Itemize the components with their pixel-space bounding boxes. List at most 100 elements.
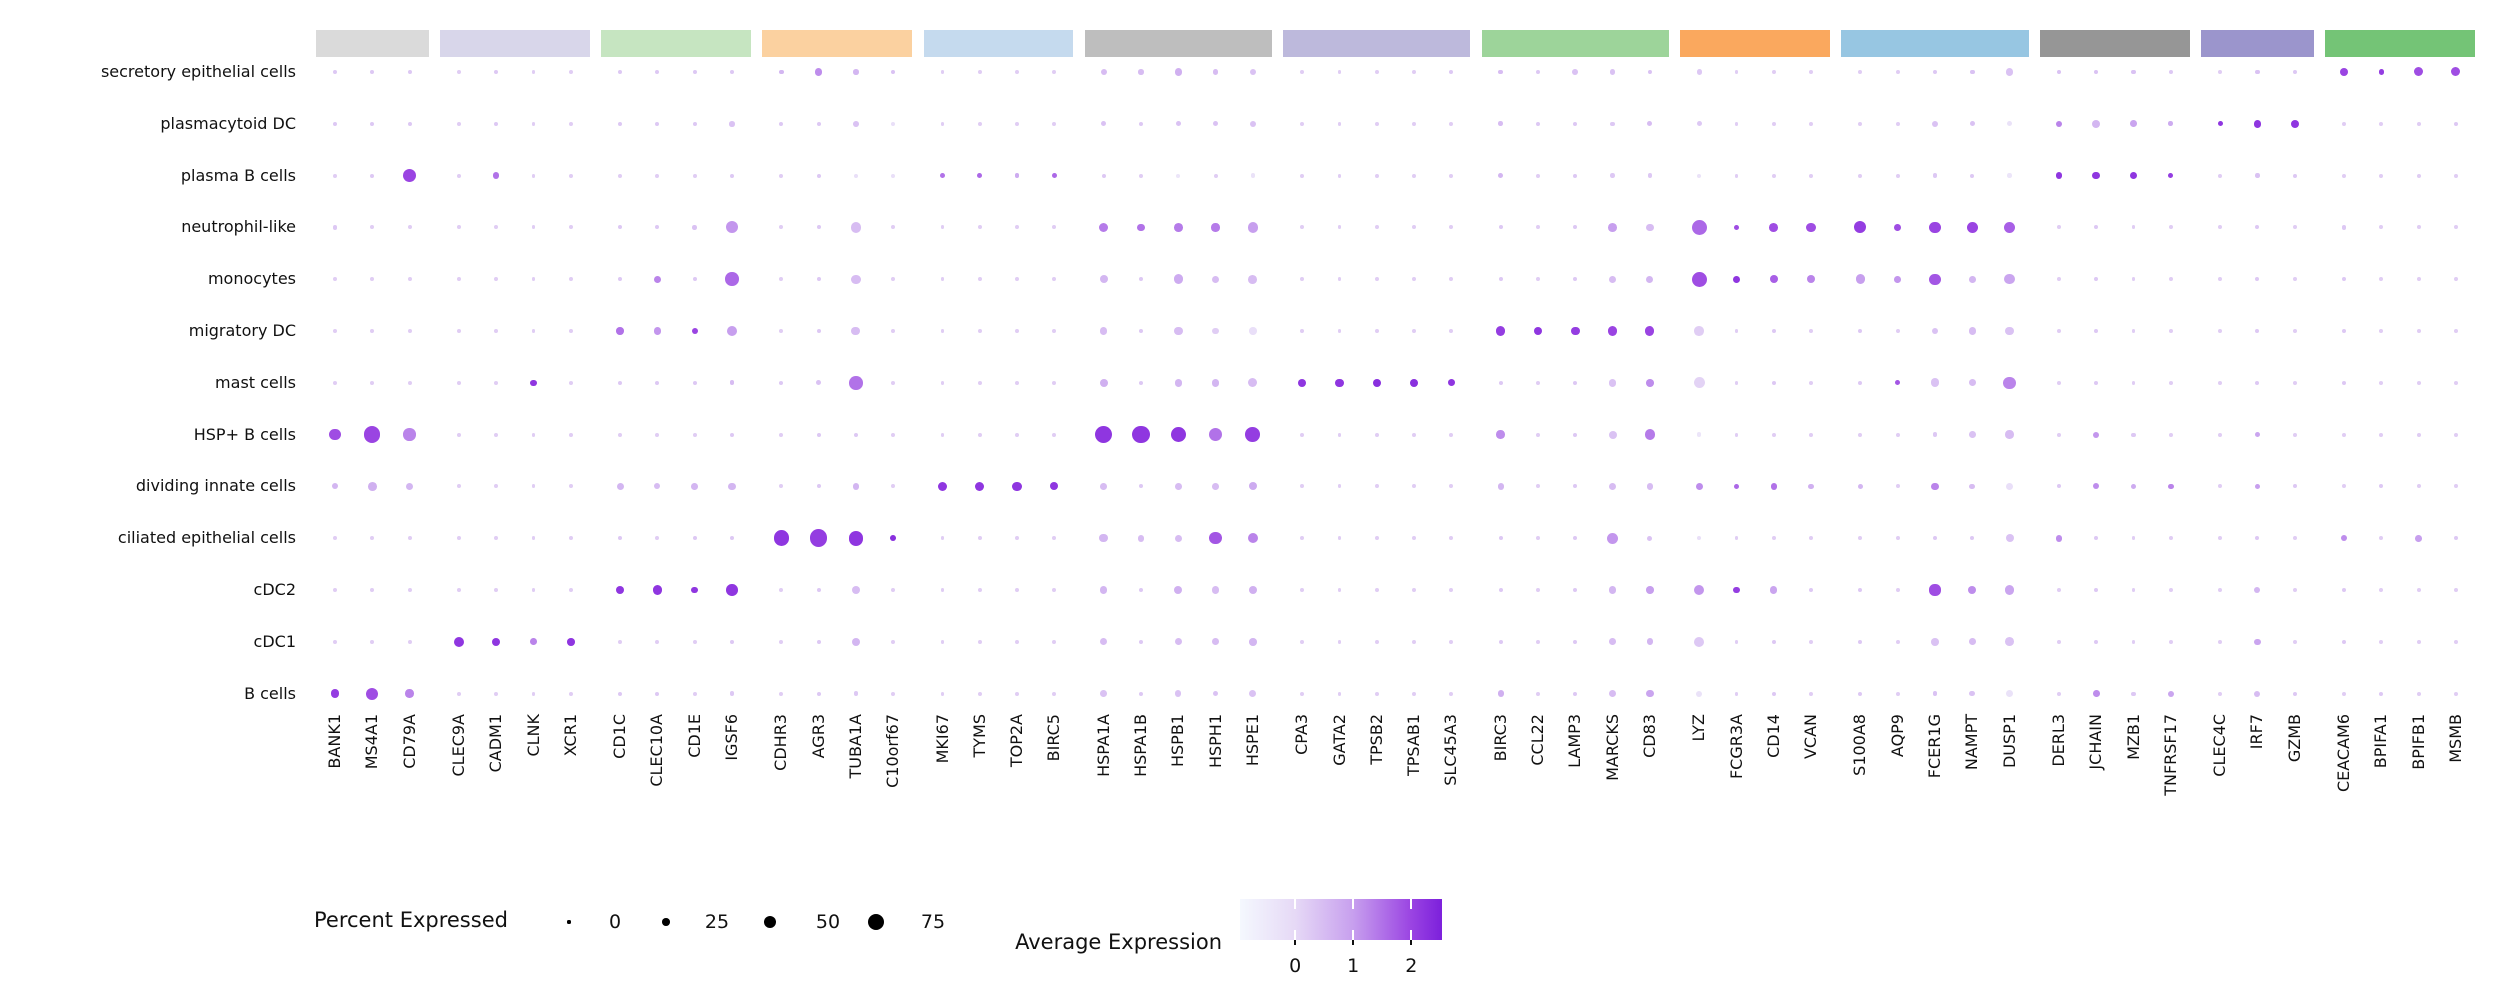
expression-dot [370,277,375,282]
expression-dot [1015,70,1020,74]
expression-dot [1858,173,1863,178]
expression-dot [1536,691,1540,696]
average-expression-colorbar [1240,899,1442,940]
expression-dot [456,588,461,592]
expression-dot [2453,639,2458,644]
expression-dot [2453,484,2458,489]
expression-dot [1809,432,1814,437]
expression-dot [1608,378,1617,387]
expression-dot [2218,432,2223,437]
expression-dot [2167,483,2174,490]
expression-dot [1929,273,1941,285]
expression-dot [1374,432,1379,437]
expression-dot [1052,277,1057,282]
expression-dot [692,380,697,385]
expression-dot [1212,586,1220,594]
expression-dot [1300,70,1305,74]
expression-dot [1734,432,1739,437]
gene-label: CD1C [610,714,630,759]
expression-dot [655,380,660,385]
expression-dot [1573,121,1578,126]
expression-dot [1496,430,1505,439]
gene-label: FCER1G [1925,714,1944,779]
expression-dot [1337,70,1342,74]
expression-dot [1929,221,1941,234]
expression-dot [531,70,536,74]
expression-dot [370,380,375,385]
colorbar-tick-label: 1 [1347,955,1360,977]
expression-dot [407,536,412,541]
expression-dot [2255,328,2260,334]
expression-dot [816,588,821,592]
expression-dot [853,691,859,696]
gene-label: CCL22 [1528,714,1547,766]
expression-dot [2416,329,2421,333]
expression-dot [816,484,821,489]
expression-dot [1212,69,1219,75]
expression-dot [1895,484,1900,489]
expression-dot [2092,690,2100,697]
expression-dot [1809,173,1814,178]
expression-dot [333,277,337,282]
expression-dot [407,225,412,230]
expression-dot [1536,225,1540,230]
expression-dot [2379,536,2384,541]
expression-dot [2056,691,2061,696]
expression-dot [851,274,861,284]
expression-dot [1374,639,1379,644]
expression-dot [2003,376,2016,389]
gene-group-bar-9 [1841,30,2029,57]
expression-dot [1968,379,1976,387]
expression-dot [1051,173,1057,179]
expression-dot [333,588,337,592]
expression-dot [1099,586,1108,594]
expression-dot [2416,380,2421,385]
expression-dot [2056,69,2061,75]
expression-dot [977,70,982,74]
expression-dot [2379,329,2384,333]
expression-dot [1015,536,1020,541]
colorbar-tick-mark [1293,930,1297,940]
expression-dot [853,432,858,437]
expression-dot [2006,121,2013,127]
expression-dot [456,380,461,385]
expression-dot [851,326,861,336]
expression-dot [1771,328,1776,334]
cell-type-label: plasmacytoid DC [160,113,296,133]
expression-dot [2056,225,2061,230]
expression-dot [1607,326,1618,336]
expression-dot [1412,225,1417,230]
expression-dot [1966,221,1978,233]
expression-dot [816,380,822,386]
gene-label: VCAN [1801,714,1821,760]
expression-dot [2340,68,2348,76]
expression-dot [2131,225,2136,230]
expression-dot [1691,219,1707,235]
expression-dot [779,173,784,178]
expression-dot [2005,637,2014,647]
gene-group-bar-8 [1680,30,1831,57]
expression-dot [2255,173,2260,178]
expression-dot [333,173,337,178]
expression-dot [779,588,784,592]
expression-dot [940,588,945,592]
expression-dot [1447,379,1455,387]
expression-dot [940,173,945,179]
gene-label: AGR3 [808,714,828,759]
expression-dot [1695,482,1703,490]
expression-dot [1771,380,1776,385]
expression-dot [1015,277,1020,282]
expression-dot [2168,172,2174,179]
expression-dot [531,121,536,126]
expression-dot [2094,588,2099,592]
expression-dot [1015,639,1020,644]
expression-dot [616,327,624,335]
expression-dot [2379,432,2384,437]
expression-dot [1693,377,1705,389]
expression-dot [1733,224,1740,231]
expression-dot [725,272,739,286]
expression-dot [2341,328,2347,334]
expression-dot [1770,483,1777,490]
expression-dot [2005,534,2014,543]
